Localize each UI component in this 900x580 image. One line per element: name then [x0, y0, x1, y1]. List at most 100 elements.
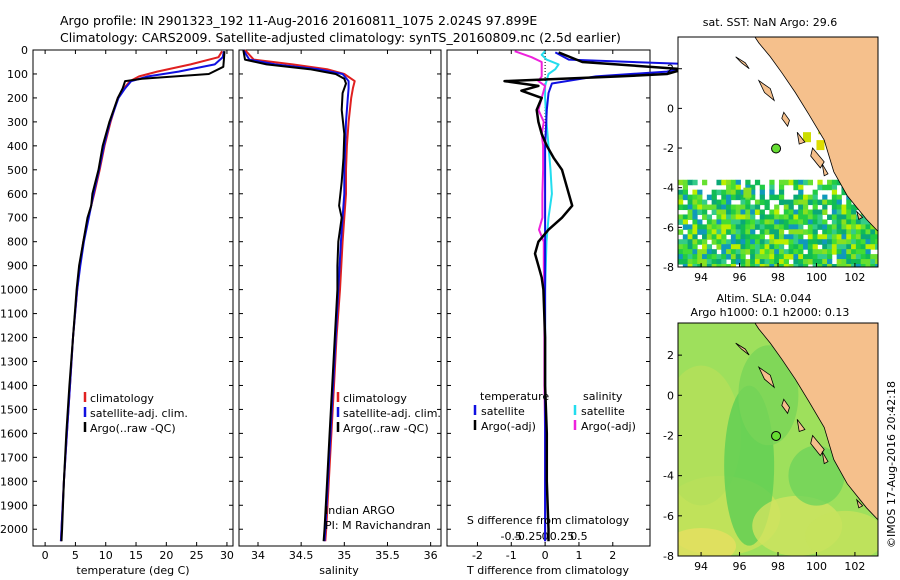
sst-pixel [716, 254, 722, 260]
sst-pixel [764, 244, 770, 250]
island [856, 498, 864, 509]
sst-pixel [730, 249, 737, 255]
sst-pixel [740, 219, 746, 225]
sst-pixel [735, 224, 741, 230]
sst-pixel [822, 199, 828, 206]
sst-pixel [750, 264, 756, 267]
sst-pixel [692, 194, 698, 201]
sst-pixel [812, 194, 818, 201]
sst-pixel [807, 229, 814, 235]
sst-pixel [682, 194, 689, 201]
sst-pixel [740, 224, 746, 230]
sst-pixel [803, 239, 809, 245]
sst-pixel [870, 234, 876, 240]
sst-pixel [774, 244, 780, 250]
sst-pixel [740, 254, 746, 260]
sst-pixel [740, 259, 746, 265]
sst-pixel [783, 259, 789, 265]
sst-pixel [807, 234, 814, 240]
sst-pixel [678, 239, 684, 245]
sst-pixel [846, 229, 852, 235]
sst-pixel [711, 194, 717, 201]
sst-pixel [778, 219, 785, 225]
sst-pixel [865, 259, 871, 265]
sst-pixel [793, 199, 799, 206]
sst-pixel [702, 224, 708, 230]
sst-pixel [827, 249, 833, 255]
island [781, 111, 790, 128]
sst-pixel [687, 249, 693, 255]
legend-s-satellite-label: satellite [581, 405, 625, 418]
sst-pixel [831, 199, 838, 206]
sst-pixel [851, 234, 857, 240]
sst-pixel [702, 229, 708, 235]
sst-pixel [836, 209, 842, 215]
island [810, 147, 825, 169]
sst-pixel [817, 249, 823, 255]
sst-pixel [827, 264, 833, 267]
lat-tick-label: -2 [663, 429, 674, 442]
s-difference-axis-label: S difference from climatology [467, 514, 630, 527]
sst-pixel [726, 244, 732, 250]
lat-tick-label: -4 [663, 182, 674, 195]
sst-pixel [822, 234, 828, 240]
figure-title-line1: Argo profile: IN 2901323_192 11-Aug-2016… [60, 13, 537, 28]
sst-pixel [745, 249, 751, 255]
sst-pixel [846, 259, 852, 265]
sst-pixel [759, 229, 765, 235]
sst-pixel [764, 264, 770, 267]
sst-pixel [702, 214, 708, 220]
sst-pixel [697, 264, 703, 267]
lat-tick-label: -8 [663, 261, 674, 274]
sst-pixel [678, 189, 684, 196]
sst-pixel [721, 264, 727, 267]
sst-pixel [702, 209, 708, 215]
sst-pixel [702, 249, 708, 255]
sst-pixel [774, 194, 780, 201]
temperature-axis-label: temperature (deg C) [76, 564, 189, 577]
sst-pixel [692, 259, 698, 265]
sst-pixel [682, 239, 689, 245]
sst-pixel [687, 214, 693, 220]
sst-pixel [870, 254, 876, 260]
sst-pixel [812, 244, 818, 250]
sst-pixel [851, 259, 857, 265]
sst-pixel [774, 234, 780, 240]
sst-pixel [798, 234, 804, 240]
sst-pixel [865, 264, 871, 267]
sst-pixel [783, 254, 789, 260]
sst-pixel [745, 239, 751, 245]
sst-pixel [678, 204, 684, 211]
sst-pixel [711, 234, 717, 240]
sst-pixel [841, 259, 847, 265]
sst-pixel [855, 244, 862, 250]
sst-pixel [803, 214, 809, 220]
sst-pixel [798, 179, 804, 186]
sst-pixel [875, 239, 878, 245]
sst-pixel [750, 234, 756, 240]
sst-pixel [798, 264, 804, 267]
plot-frame [32, 49, 234, 547]
sst-pixel [846, 209, 852, 215]
sst-pixel [702, 259, 708, 265]
sst-pixel [754, 209, 761, 215]
sst-pixel [750, 229, 756, 235]
sst-pixel [735, 194, 741, 201]
sst-pixel [735, 214, 741, 220]
lat-tick-label: 0 [667, 102, 674, 115]
temperature-tick-label: 20 [159, 549, 173, 562]
sst-pixel [754, 224, 761, 230]
sst-pixel [851, 214, 857, 220]
sst-pixel [721, 234, 727, 240]
sst-pixel [778, 179, 785, 186]
sst-pixel [831, 179, 838, 186]
sst-pixel [716, 229, 722, 235]
sst-pixel [740, 239, 746, 245]
sst-pixel [855, 259, 862, 265]
sst-pixel [822, 239, 828, 245]
sst-pixel [692, 234, 698, 240]
sst-pixel [740, 199, 746, 206]
sst-pixel [687, 209, 693, 215]
sst-pixel [678, 199, 684, 206]
sst-pixel [788, 264, 794, 267]
